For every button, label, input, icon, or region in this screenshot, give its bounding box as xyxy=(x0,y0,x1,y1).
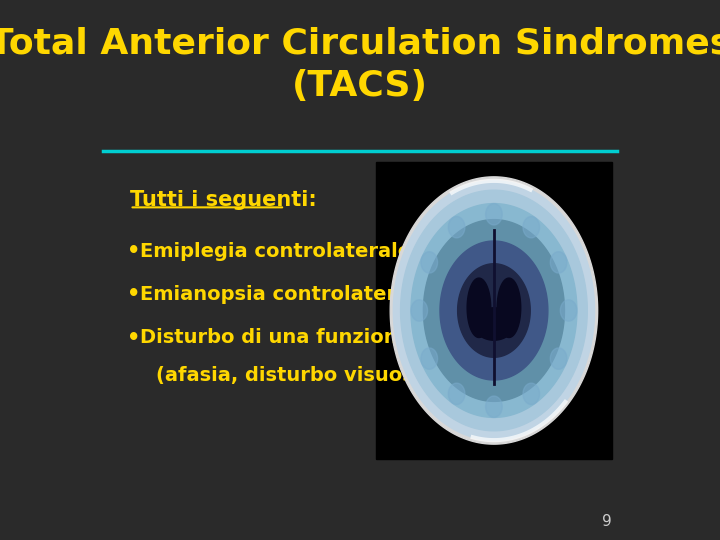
Polygon shape xyxy=(550,252,567,273)
Text: Disturbo di una funzione corticale: Disturbo di una funzione corticale xyxy=(140,328,513,347)
Text: •: • xyxy=(127,284,140,305)
Polygon shape xyxy=(497,278,521,338)
Polygon shape xyxy=(449,217,465,238)
Polygon shape xyxy=(449,383,465,404)
Polygon shape xyxy=(458,264,530,357)
Polygon shape xyxy=(411,300,428,321)
Polygon shape xyxy=(440,241,548,380)
Polygon shape xyxy=(411,204,577,417)
Text: Emiplegia controlaterale: Emiplegia controlaterale xyxy=(140,241,411,261)
Polygon shape xyxy=(400,190,588,431)
Polygon shape xyxy=(486,396,503,417)
Polygon shape xyxy=(423,220,564,401)
Text: (afasia, disturbo visuospaziale): (afasia, disturbo visuospaziale) xyxy=(156,366,501,385)
Polygon shape xyxy=(560,300,577,321)
Text: Emianopsia controlaterale: Emianopsia controlaterale xyxy=(140,285,430,304)
Text: •: • xyxy=(127,327,140,348)
Text: 9: 9 xyxy=(602,514,612,529)
Text: Tutti i seguenti:: Tutti i seguenti: xyxy=(130,190,316,210)
FancyBboxPatch shape xyxy=(376,162,612,459)
Polygon shape xyxy=(421,252,438,273)
Polygon shape xyxy=(486,204,503,225)
Polygon shape xyxy=(474,308,514,340)
Polygon shape xyxy=(390,177,598,444)
Text: Total Anterior Circulation Sindromes
(TACS): Total Anterior Circulation Sindromes (TA… xyxy=(0,27,720,103)
Polygon shape xyxy=(523,383,539,404)
Polygon shape xyxy=(523,217,539,238)
Polygon shape xyxy=(550,348,567,369)
Text: •: • xyxy=(127,241,140,261)
Polygon shape xyxy=(393,181,595,440)
Polygon shape xyxy=(421,348,438,369)
Polygon shape xyxy=(467,278,491,338)
